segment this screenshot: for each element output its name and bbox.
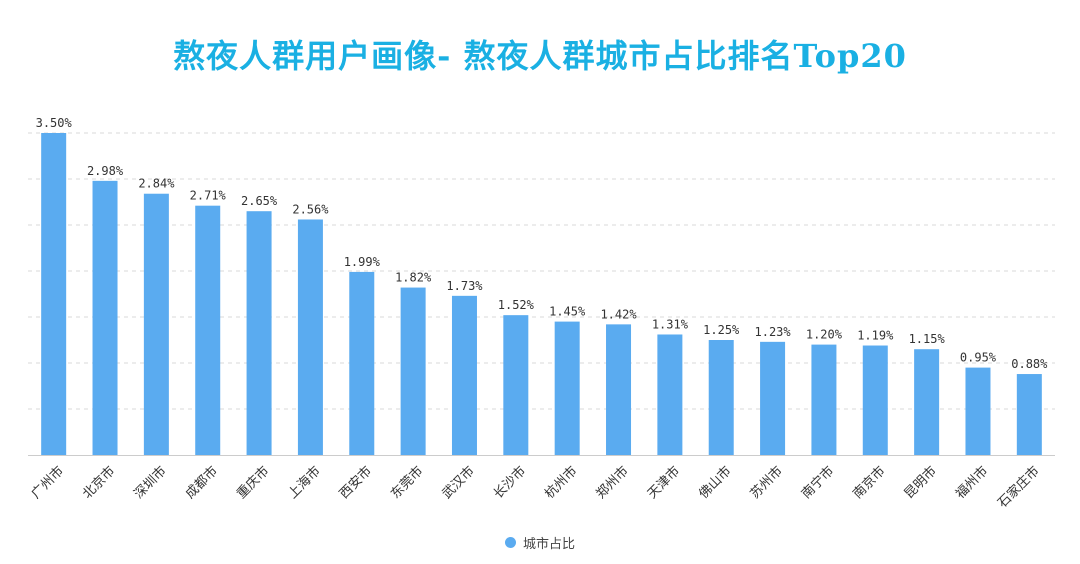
category-label: 昆明市 [901,463,940,502]
bar-value-label: 1.19% [857,329,894,343]
bar-value-label: 1.31% [652,317,689,331]
category-label: 成都市 [182,463,221,502]
bar-value-label: 0.88% [1011,357,1048,371]
bar-value-label: 1.25% [703,323,740,337]
bar-value-label: 1.45% [549,305,586,319]
category-label: 长沙市 [490,463,529,502]
bar[interactable] [92,180,118,455]
category-label: 苏州市 [747,463,786,502]
bar-value-label: 1.99% [344,255,381,269]
category-label: 郑州市 [593,463,632,502]
bar-value-label: 1.23% [755,325,792,339]
bar[interactable] [914,349,940,455]
bar-value-label: 2.65% [241,194,278,208]
bar[interactable] [554,321,580,455]
bar-value-label: 2.71% [190,189,227,203]
bar[interactable] [349,271,375,455]
category-label: 西安市 [336,463,375,502]
bar-value-label: 2.84% [138,177,175,191]
category-label: 杭州市 [542,463,581,502]
bar-value-label: 1.15% [909,332,946,346]
legend-label: 城市占比 [522,537,575,552]
bar[interactable] [965,367,991,455]
category-label: 广州市 [28,463,67,502]
category-label: 东莞市 [388,463,427,502]
category-label: 福州市 [952,463,991,502]
category-label: 上海市 [285,463,324,502]
category-label: 深圳市 [131,463,170,502]
bar[interactable] [400,287,426,455]
bar[interactable] [297,219,323,455]
bar[interactable] [811,344,837,455]
bar[interactable] [760,341,786,455]
bar-value-label: 3.50% [36,116,73,130]
bar[interactable] [1016,374,1042,455]
bar-value-label: 1.82% [395,271,432,285]
bar[interactable] [503,315,529,455]
bar[interactable] [451,295,477,455]
value-labels: 3.50% 2.98% 2.84% 2.71% 2.65% 2.56% 1.99% 1.82%… [36,116,1049,371]
bar[interactable] [606,324,632,455]
bar-value-label: 2.98% [87,164,124,178]
gridlines [28,132,1055,456]
bar[interactable] [41,133,67,455]
category-label: 武汉市 [439,463,478,502]
bar[interactable] [708,340,734,455]
category-label: 北京市 [79,463,118,502]
chart-title: 熬夜人群用户画像- 熬夜人群城市占比排名Top20 [173,37,907,75]
category-label: 重庆市 [233,463,272,502]
bar-value-label: 1.73% [446,279,483,293]
bar[interactable] [862,345,888,455]
category-label: 佛山市 [696,463,735,502]
category-labels: 广州市 北京市 深圳市 成都市 重庆市 上海市 西安市 东莞市 武汉市 长沙市 杭州市 郑州市 天津市佛… [28,463,1043,511]
category-label: 天津市 [644,463,683,502]
bar-value-label: 1.20% [806,328,843,342]
bar[interactable] [246,211,272,455]
category-label: 石家庄市 [995,463,1043,511]
bar-value-label: 1.42% [600,307,637,321]
category-label: 南宁市 [798,463,837,502]
bar[interactable] [143,193,169,455]
category-label: 南京市 [850,463,889,502]
bar[interactable] [657,334,683,455]
bar-value-label: 0.95% [960,351,997,365]
bar-series [41,133,1042,455]
bar-value-label: 1.52% [498,298,535,312]
legend[interactable]: 城市占比 [0,533,1080,552]
bar[interactable] [195,205,221,455]
bar-value-label: 2.56% [292,202,329,216]
legend-swatch [504,537,516,548]
